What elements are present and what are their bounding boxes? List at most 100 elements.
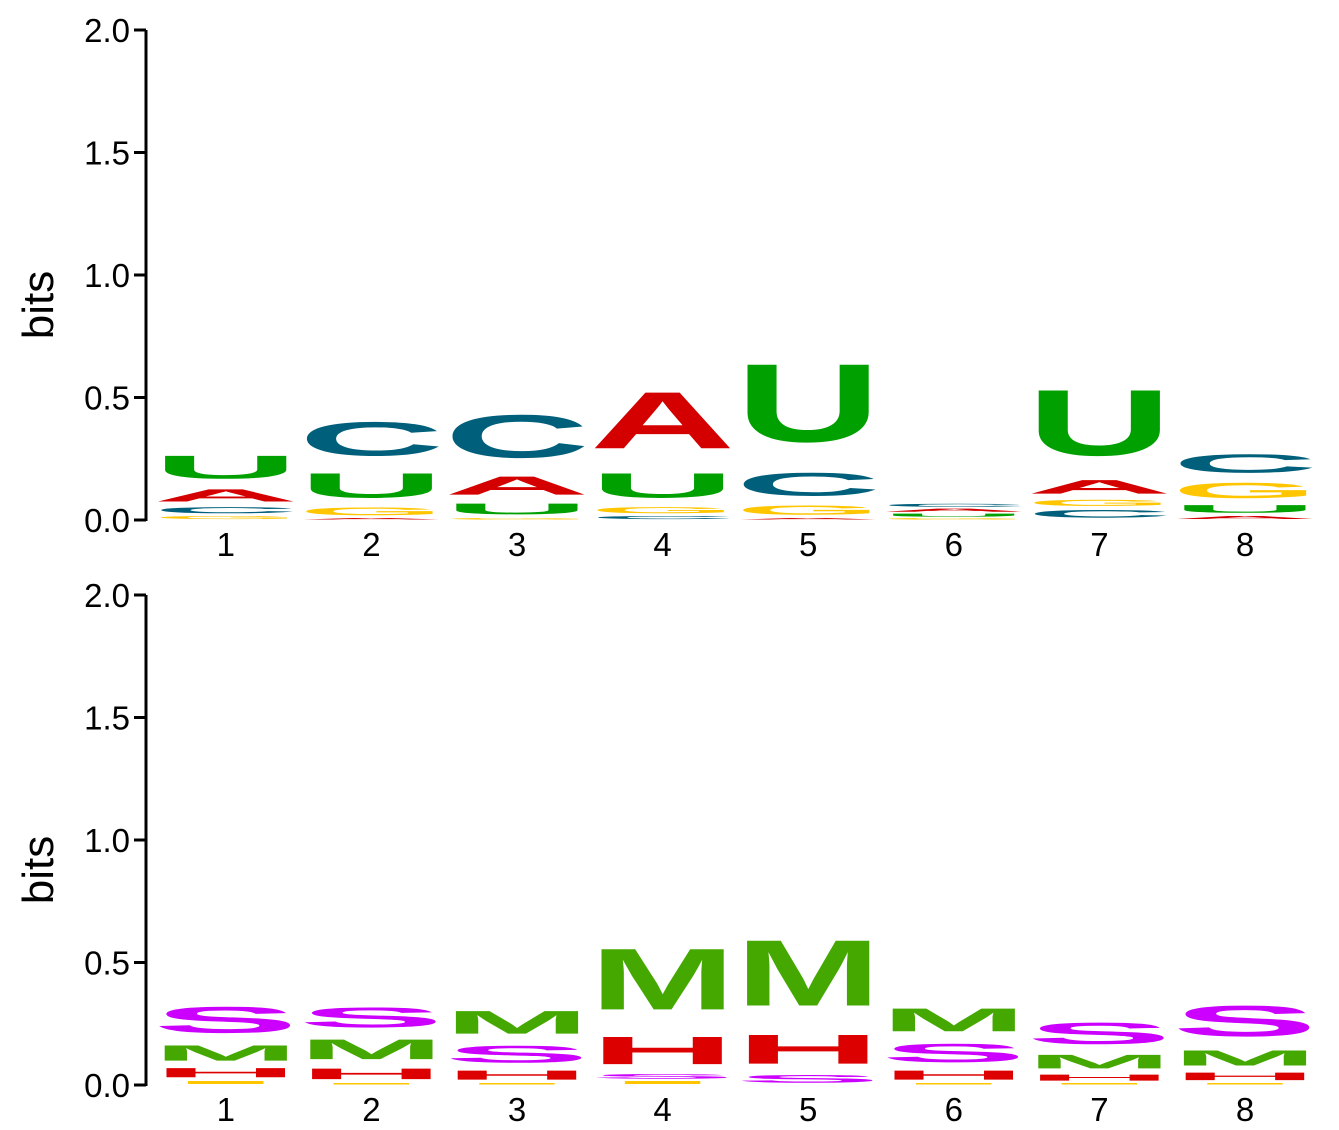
logo-letter-H: H	[735, 1026, 881, 1073]
y-tick-label: 1.5	[84, 700, 130, 737]
logo-letter-C: C	[299, 412, 445, 466]
y-tick-label: 1.0	[84, 257, 130, 294]
x-tick-label: 3	[508, 526, 526, 563]
logo-letter-U: U	[881, 513, 1027, 518]
logo-letter-M: M	[299, 1033, 445, 1065]
logo-letter-H: H	[444, 1068, 590, 1083]
y-tick-label: 1.0	[84, 822, 130, 859]
logo-letter-S: S	[735, 1073, 881, 1085]
logo-letter-H: H	[153, 1065, 299, 1080]
logo-letter-C: C	[881, 503, 1027, 508]
logo-letter-I: I	[590, 1080, 736, 1085]
logo-letter-M: M	[735, 920, 881, 1025]
logo-letter-S: S	[881, 1038, 1027, 1067]
x-tick-label: 7	[1090, 1091, 1108, 1128]
logo-letter-S: S	[590, 1073, 736, 1080]
logo-letter-M: M	[444, 1004, 590, 1041]
logo-letter-A: A	[153, 486, 299, 506]
logo-letter-I: I	[1172, 1083, 1318, 1085]
logo-letter-U: U	[1027, 371, 1173, 476]
logo-letter-I: I	[153, 1080, 299, 1085]
logo-letter-C: C	[590, 515, 736, 520]
logo-letter-S: S	[299, 1002, 445, 1034]
logo-letter-A: A	[444, 471, 590, 500]
logo-letter-C: C	[444, 402, 590, 471]
x-tick-label: 5	[799, 526, 817, 563]
logo-letter-A: A	[1027, 476, 1173, 498]
logo-letter-M: M	[1027, 1051, 1173, 1073]
logo-letter-C: C	[153, 505, 299, 515]
logo-letter-I: I	[299, 1083, 445, 1085]
logo-letter-G: G	[299, 505, 445, 517]
logo-letter-H: H	[299, 1065, 445, 1082]
x-tick-label: 2	[362, 1091, 380, 1128]
x-tick-label: 4	[653, 1091, 671, 1128]
x-tick-label: 1	[217, 526, 235, 563]
x-tick-label: 6	[945, 1091, 963, 1128]
logo-letter-A: A	[299, 518, 445, 520]
logo-letter-U: U	[1172, 503, 1318, 515]
y-tick-label: 0.5	[84, 945, 130, 982]
logo-letter-H: H	[1027, 1073, 1173, 1083]
logo-letter-I: I	[881, 1083, 1027, 1085]
logo-letter-S: S	[444, 1041, 590, 1068]
logo-letter-U: U	[590, 466, 736, 505]
x-tick-label: 8	[1236, 1091, 1254, 1128]
logo-letter-I: I	[444, 1083, 590, 1085]
logo-letter-S: S	[1172, 997, 1318, 1046]
logo-letter-I: I	[1027, 1083, 1173, 1085]
x-tick-label: 2	[362, 526, 380, 563]
x-tick-label: 1	[217, 1091, 235, 1128]
logo-letter-U: U	[444, 500, 590, 517]
y-axis-title: bits	[14, 836, 63, 904]
logo-letter-G: G	[1027, 498, 1173, 508]
logo-letter-M: M	[590, 931, 736, 1029]
x-tick-label: 5	[799, 1091, 817, 1128]
x-tick-label: 6	[945, 526, 963, 563]
logo-letter-S: S	[1027, 1016, 1173, 1050]
y-tick-label: 0.5	[84, 380, 130, 417]
logo-letter-A: A	[590, 375, 736, 466]
logo-letter-G: G	[881, 518, 1027, 520]
x-tick-label: 8	[1236, 526, 1254, 563]
logo-letter-U: U	[735, 341, 881, 466]
logo-letter-G: G	[735, 503, 881, 518]
y-tick-label: 2.0	[84, 577, 130, 614]
y-tick-label: 2.0	[84, 12, 130, 49]
y-axis-title: bits	[14, 271, 63, 339]
logo-letter-M: M	[881, 1001, 1027, 1038]
logo-letter-A: A	[1172, 515, 1318, 520]
y-tick-label: 0.0	[84, 1067, 130, 1104]
y-tick-label: 1.5	[84, 135, 130, 172]
logo-letter-C: C	[1172, 449, 1318, 478]
x-tick-label: 7	[1090, 526, 1108, 563]
logo-letter-A: A	[735, 518, 881, 520]
logo-letter-U: U	[153, 449, 299, 486]
logo-letter-G: G	[1172, 478, 1318, 502]
logo-letter-M: M	[1172, 1046, 1318, 1070]
x-tick-label: 3	[508, 1091, 526, 1128]
y-tick-label: 0.0	[84, 502, 130, 539]
logo-letter-H: H	[590, 1029, 736, 1073]
x-tick-label: 4	[653, 526, 671, 563]
logo-letter-G: G	[444, 518, 590, 520]
logo-letter-G: G	[153, 515, 299, 520]
logo-letter-U: U	[299, 466, 445, 505]
logo-letter-A: A	[881, 508, 1027, 513]
